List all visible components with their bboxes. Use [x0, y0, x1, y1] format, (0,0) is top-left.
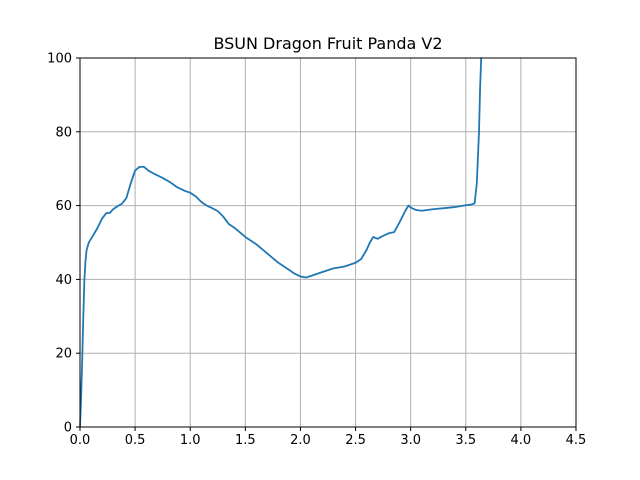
y-tick-label: 40 — [55, 273, 72, 288]
x-tick-label: 4.0 — [511, 433, 532, 448]
y-tick-label: 100 — [47, 52, 72, 67]
x-tick-label: 3.5 — [455, 433, 476, 448]
y-gridlines — [80, 57, 576, 428]
y-tick-label: 80 — [55, 125, 72, 140]
x-tick-label: 2.5 — [345, 433, 366, 448]
chart-title: BSUN Dragon Fruit Panda V2 — [213, 34, 442, 53]
x-tick-label: 1.0 — [180, 433, 201, 448]
series-layer — [80, 58, 481, 427]
y-tick-label: 60 — [55, 199, 72, 214]
x-tick-label: 0.0 — [70, 433, 91, 448]
x-tick-label: 2.0 — [290, 433, 311, 448]
y-tick-label: 0 — [64, 421, 72, 436]
x-tick-label: 1.5 — [235, 433, 256, 448]
x-tick-label: 0.5 — [125, 433, 146, 448]
series-line — [80, 58, 481, 427]
x-axis: 0.0 0.5 1.0 1.5 2.0 2.5 3.0 3.5 4.0 4.5 — [70, 427, 587, 448]
y-axis: 0 20 40 60 80 100 — [47, 52, 80, 436]
x-tick-label: 3.0 — [400, 433, 421, 448]
x-tick-label: 4.5 — [566, 433, 587, 448]
plot-frame — [79, 57, 577, 428]
y-tick-label: 20 — [55, 347, 72, 362]
x-gridlines — [79, 58, 577, 427]
